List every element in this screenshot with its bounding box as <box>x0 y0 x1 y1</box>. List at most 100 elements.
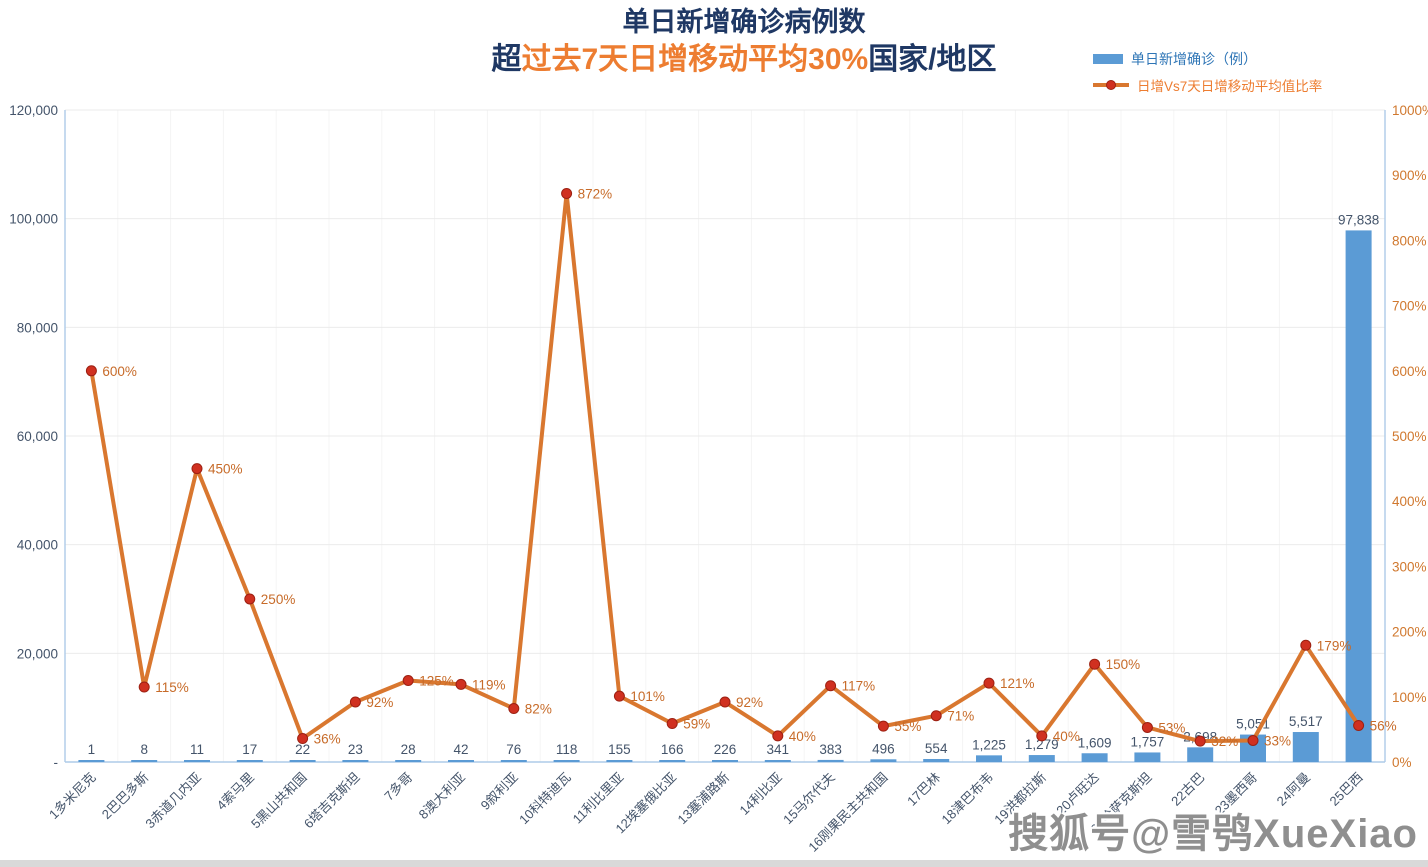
y-axis-tick-right: 100% <box>1392 690 1427 705</box>
y-axis-tick-left: 80,000 <box>17 320 58 335</box>
bar-value-label: 23 <box>348 742 363 757</box>
y-axis-tick-right: 800% <box>1392 233 1427 248</box>
bar <box>553 760 580 762</box>
y-axis-tick-left: - <box>54 755 59 770</box>
chart-subtitle: 超过去7天日增移动平均30%国家/地区 <box>491 42 996 78</box>
line-point <box>1036 730 1048 742</box>
bar-value-label: 1,609 <box>1078 735 1112 750</box>
x-axis-label: 2巴巴多斯 <box>99 770 151 822</box>
y-axis-tick-left: 120,000 <box>9 103 58 118</box>
x-axis-label: 4索马里 <box>214 770 257 813</box>
y-axis-tick-left: 20,000 <box>17 646 58 661</box>
line-point <box>561 187 573 199</box>
bar <box>764 760 791 762</box>
line-point <box>613 690 625 702</box>
x-axis-label: 10科特迪瓦 <box>516 770 574 828</box>
bar-value-label: 1,757 <box>1131 734 1165 749</box>
y-axis-tick-right: 500% <box>1392 429 1427 444</box>
bar-value-label: 1,279 <box>1025 737 1059 752</box>
x-axis-label: 13塞浦路斯 <box>675 770 733 828</box>
bar-value-label: 11 <box>190 742 204 757</box>
bar-value-label: 226 <box>714 742 737 757</box>
line-point <box>1353 719 1365 731</box>
chart-header: 单日新增确诊病例数 超过去7天日增移动平均30%国家/地区 <box>0 6 1428 78</box>
bar-value-label: 118 <box>556 742 578 757</box>
bar <box>817 759 844 762</box>
bar-value-label: 1,225 <box>972 737 1006 752</box>
line-point-label: 59% <box>683 717 710 732</box>
line-point-label: 71% <box>947 709 974 724</box>
legend-item-bars: 单日新增确诊（例） <box>1093 46 1322 72</box>
y-axis-tick-right: 400% <box>1392 494 1427 509</box>
bar-value-label: 76 <box>506 742 521 757</box>
line-point <box>666 718 678 730</box>
line-point <box>1194 735 1206 747</box>
y-axis-tick-right: 900% <box>1392 168 1427 183</box>
y-axis-tick-left: 40,000 <box>17 538 58 553</box>
line-point <box>1300 639 1312 651</box>
line-point-label: 600% <box>102 364 137 379</box>
bar-value-label: 22 <box>295 742 310 757</box>
legend-bar-label: 单日新增确诊（例） <box>1131 51 1257 67</box>
bar <box>184 760 210 762</box>
x-axis-label: 3赤道几内亚 <box>142 770 204 832</box>
bar <box>1028 755 1055 762</box>
bar-value-label: 8 <box>140 742 148 757</box>
line-point-label: 150% <box>1106 657 1141 672</box>
line-point <box>244 593 256 605</box>
x-axis-label: 5黑山共和国 <box>248 770 310 832</box>
x-axis-label: 9叙利亚 <box>478 770 521 813</box>
line-point <box>349 696 361 708</box>
bar-value-label: 17 <box>242 742 257 757</box>
bar-value-label: 166 <box>661 742 684 757</box>
line-point-label: 32% <box>1211 734 1238 749</box>
line-point <box>138 681 150 693</box>
x-axis-label: 17巴林 <box>904 770 943 809</box>
ratio-line <box>89 191 1361 744</box>
bar-value-label: 97,838 <box>1338 212 1379 227</box>
y-axis-tick-right: 200% <box>1392 625 1427 640</box>
bar <box>1187 747 1214 762</box>
y-axis-tick-right: 700% <box>1392 299 1427 314</box>
x-axis-label: 8澳大利亚 <box>416 770 468 822</box>
line-point <box>85 365 97 377</box>
line-point-label: 55% <box>894 719 921 734</box>
bar <box>395 760 422 762</box>
bar-value-label: 155 <box>608 742 631 757</box>
bar <box>712 760 738 762</box>
line-point <box>877 720 889 732</box>
line-swatch-icon <box>1093 80 1129 90</box>
bar-value-label: 1 <box>88 742 96 757</box>
y-axis-tick-right: 600% <box>1392 364 1427 379</box>
line-marker-icon <box>1106 80 1116 90</box>
bar <box>976 755 1002 762</box>
line-point <box>455 678 467 690</box>
watermark: 搜狐号@雪鸮XueXiao <box>1008 812 1418 856</box>
line-point-label: 33% <box>1264 733 1291 748</box>
bar-value-label: 42 <box>453 742 468 757</box>
line-point-label: 40% <box>789 729 816 744</box>
line-point-label: 92% <box>736 695 763 710</box>
line-point <box>1089 658 1101 670</box>
bar-value-label: 496 <box>872 741 895 756</box>
line-point-label: 250% <box>261 592 296 607</box>
line-point <box>983 677 995 689</box>
bar <box>289 760 316 762</box>
line-point <box>1141 721 1153 733</box>
bar-value-label: 28 <box>401 742 416 757</box>
line-point-label: 92% <box>366 695 393 710</box>
bar <box>923 758 950 762</box>
y-axis-tick-left: 100,000 <box>9 212 58 227</box>
line-point <box>772 730 784 742</box>
bar <box>236 760 263 762</box>
legend-line-label: 日增Vs7天日增移动平均值比率 <box>1137 79 1323 94</box>
bar-value-label: 554 <box>925 741 948 756</box>
bar <box>1345 230 1372 763</box>
y-axis-tick-right: 1000% <box>1392 103 1428 118</box>
bottom-strip <box>0 860 1428 867</box>
line-point-label: 56% <box>1370 718 1397 733</box>
x-axis-label: 18津巴布韦 <box>939 770 997 828</box>
x-axis-label: 6塔吉克斯坦 <box>301 770 363 832</box>
y-axis-tick-right: 0% <box>1392 755 1412 770</box>
